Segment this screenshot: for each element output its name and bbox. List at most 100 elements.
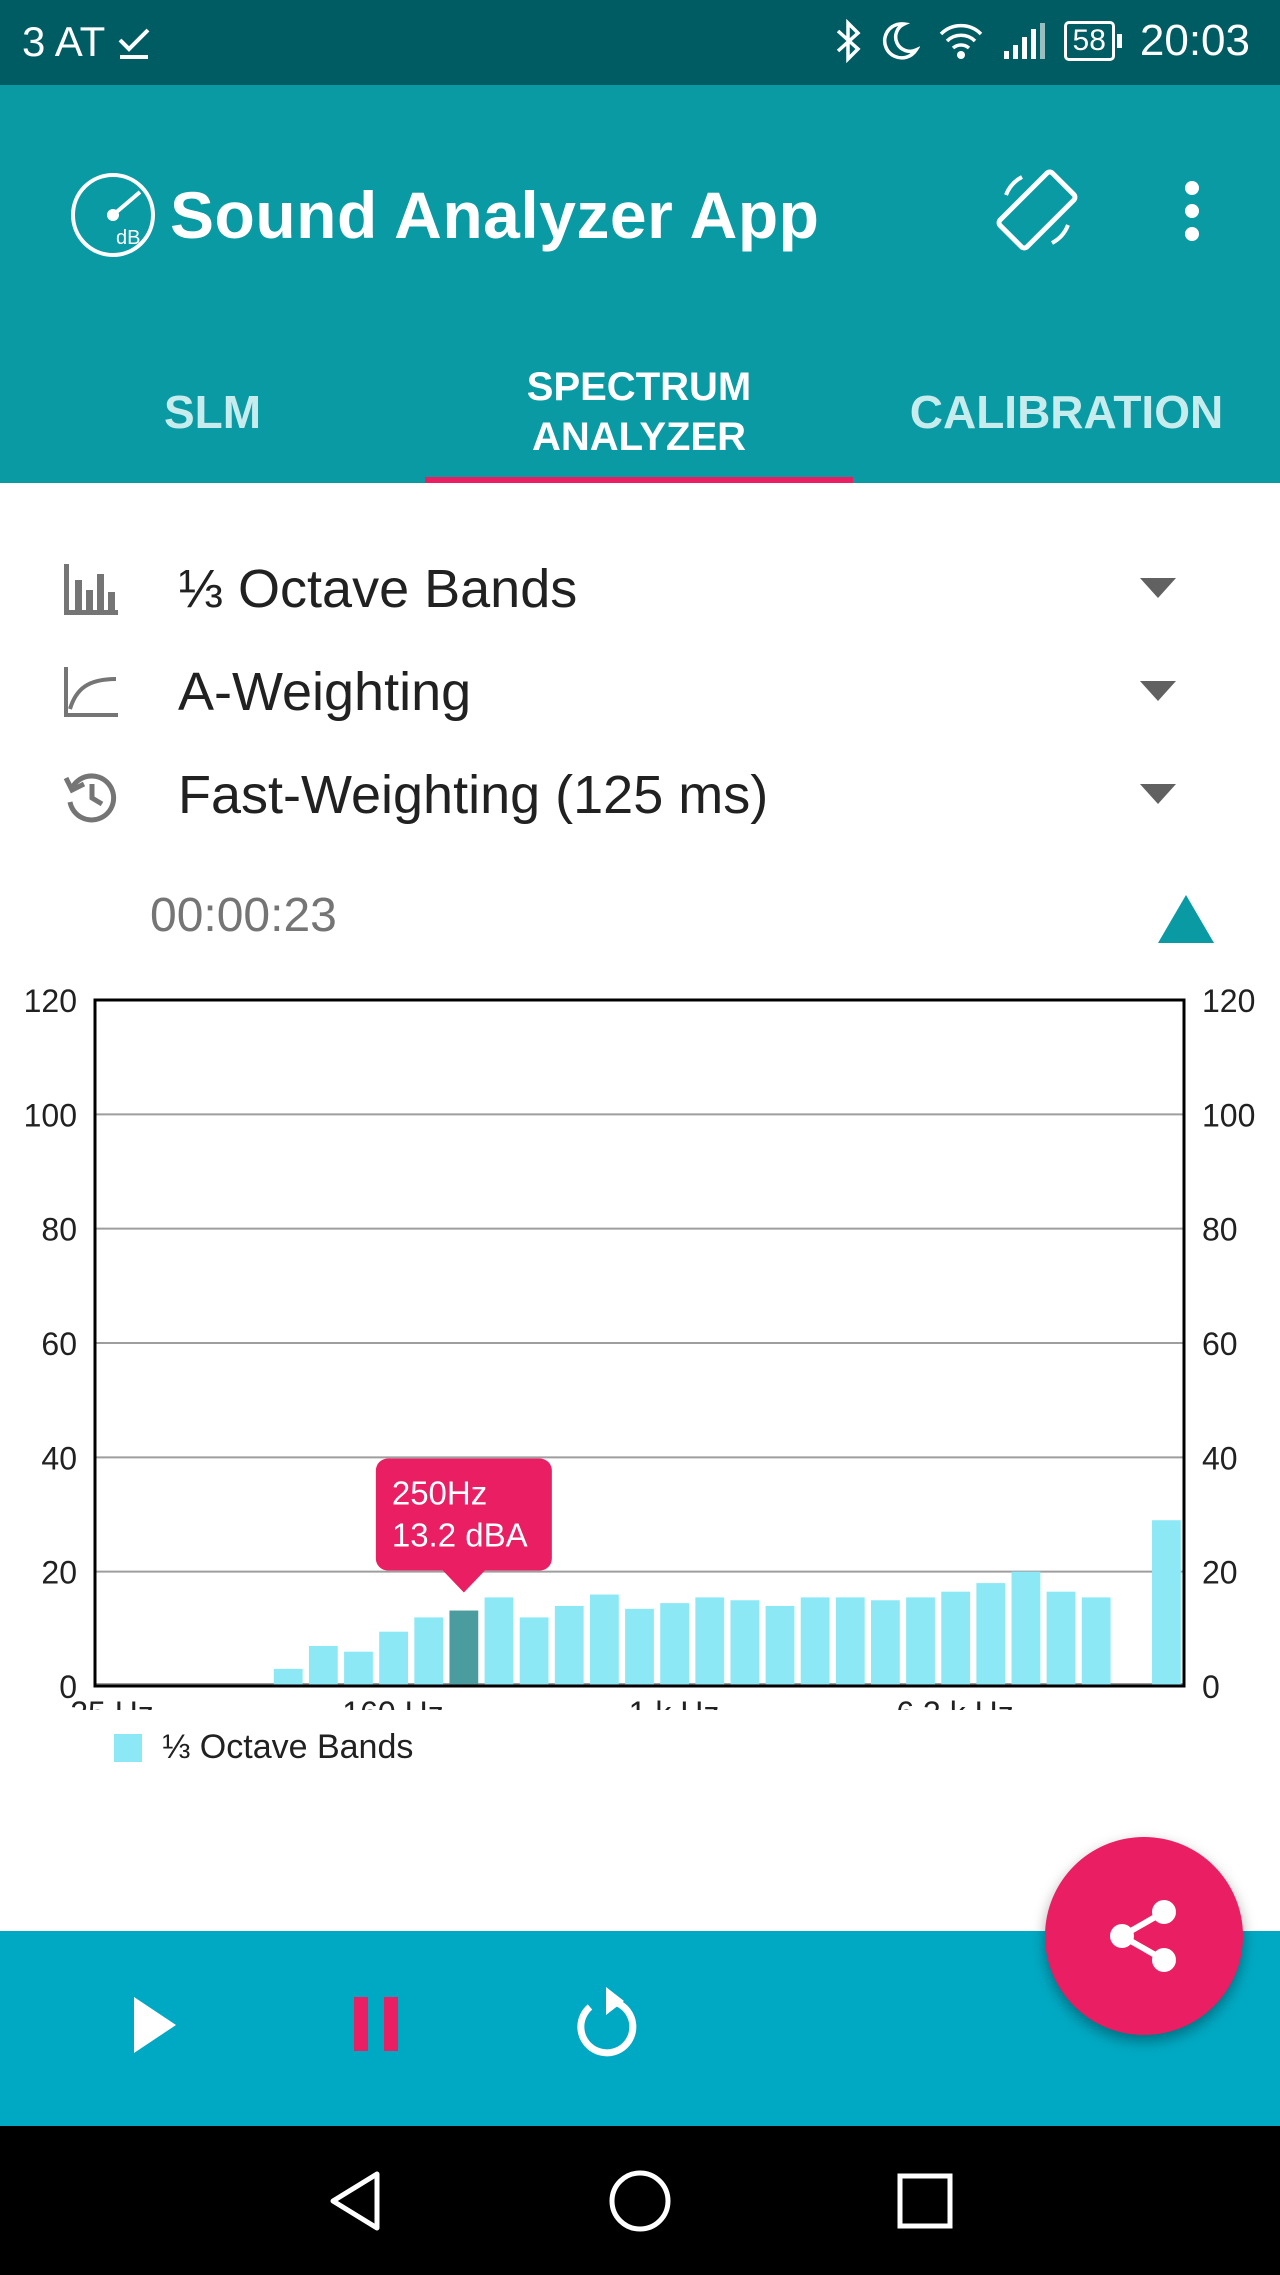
y-tick-label-left: 120: [24, 983, 77, 1019]
y-tick-label-right: 40: [1202, 1440, 1238, 1476]
bar: [906, 1597, 935, 1686]
app-bar: dB Sound Analyzer App SLM SPECTRUM ANALY…: [0, 85, 1280, 483]
bar-chart-icon: [64, 564, 118, 615]
dropdown-arrow-icon: [1140, 681, 1176, 701]
y-axis-right: 0 20 40 60 80 100 120: [1202, 983, 1255, 1705]
tooltip-level: 13.2 dBA: [392, 1517, 528, 1554]
system-nav-bar: [0, 2126, 1280, 2275]
tab-spectrum-analyzer[interactable]: SPECTRUM ANALYZER: [425, 340, 853, 483]
bar: [976, 1583, 1006, 1686]
bands-value: ⅓ Octave Bands: [178, 559, 578, 619]
play-icon[interactable]: [130, 1993, 180, 2057]
bar: [519, 1617, 549, 1686]
battery-level: 58: [1063, 21, 1115, 61]
x-tick-label: 160 Hz: [342, 1695, 443, 1710]
y-tick-label-left: 100: [24, 1097, 77, 1133]
y-tick-label-left: 0: [59, 1669, 77, 1705]
tooltip-frequency: 250Hz: [392, 1475, 487, 1512]
time-weighting-value: Fast-Weighting (125 ms): [178, 765, 769, 825]
tab-spectrum-analyzer-label: SPECTRUM ANALYZER: [526, 364, 752, 459]
app-title: Sound Analyzer App: [170, 178, 820, 252]
carrier-label: 3 AT: [22, 18, 106, 65]
bar: [871, 1600, 900, 1686]
bar: [308, 1645, 338, 1686]
bar: [835, 1597, 865, 1686]
y-tick-label-left: 40: [41, 1440, 77, 1476]
y-tick-label-right: 100: [1202, 1097, 1255, 1133]
more-options-icon[interactable]: [1180, 180, 1204, 242]
reset-icon[interactable]: [570, 1983, 642, 2063]
bar-tooltip: 250Hz 13.2 dBA: [375, 1458, 552, 1593]
active-tab-indicator: [425, 477, 853, 483]
legend-label: ⅓ Octave Bands: [162, 1728, 414, 1766]
bar: [1046, 1591, 1076, 1686]
clock: 20:03: [1139, 16, 1250, 65]
bar: [625, 1608, 654, 1686]
home-icon: [609, 2170, 671, 2231]
bar: [273, 1668, 303, 1686]
chart-legend: ⅓ Octave Bands: [114, 1728, 413, 1767]
x-tick-label: 6.3 k Hz: [896, 1695, 1013, 1710]
y-tick-label-right: 120: [1202, 983, 1255, 1019]
screen-rotation-icon[interactable]: [992, 165, 1082, 255]
chart-frame: [93, 998, 1186, 1688]
nav-home-button[interactable]: [560, 2126, 720, 2275]
bars: [273, 1520, 1181, 1686]
battery-tip: [1116, 34, 1122, 48]
share-button[interactable]: [1045, 1837, 1243, 2035]
bar: [765, 1605, 795, 1686]
playback-controls: [0, 1931, 1280, 2126]
y-tick-label-right: 20: [1202, 1555, 1238, 1591]
share-icon: [1110, 1900, 1176, 1972]
y-axis-left: 0 20 40 60 80 100 120: [24, 983, 77, 1705]
status-bar: 3 AT 58 20:03: [0, 0, 1280, 85]
bar: [941, 1591, 971, 1686]
pause-icon[interactable]: [352, 1993, 402, 2057]
bands-selector[interactable]: ⅓ Octave Bands: [0, 540, 1280, 636]
back-icon: [330, 2171, 380, 2230]
download-done-icon: [118, 28, 150, 59]
bluetooth-icon: [836, 19, 861, 63]
y-tick-label-right: 80: [1202, 1212, 1238, 1248]
spectrum-chart: 0 20 40 60 80 100 120 0 20 40 60 80 100 120 25 Hz 160…: [24, 983, 1256, 1710]
x-tick-label: 25 Hz: [70, 1695, 154, 1710]
bar: [1081, 1597, 1111, 1686]
bar: [484, 1597, 514, 1686]
x-tick-label: 1 k Hz: [629, 1695, 720, 1710]
bar: [730, 1600, 760, 1686]
nav-recents-button[interactable]: [845, 2126, 1005, 2275]
moon-icon: [882, 22, 920, 60]
bar: [1152, 1520, 1181, 1686]
bar: [414, 1617, 444, 1686]
dropdown-arrow-icon: [1140, 578, 1176, 598]
app-logo-text: dB: [116, 227, 140, 249]
y-tick-label-right: 60: [1202, 1326, 1238, 1362]
y-tick-label-left: 20: [41, 1555, 77, 1591]
bar: [589, 1594, 619, 1686]
legend-swatch: [114, 1733, 142, 1762]
status-right: 58 20:03: [836, 16, 1250, 66]
tab-bar: SLM SPECTRUM ANALYZER CALIBRATION: [0, 340, 1280, 483]
curve-icon: [64, 667, 118, 717]
nav-back-button[interactable]: [275, 2126, 435, 2275]
time-weighting-selector[interactable]: Fast-Weighting (125 ms): [0, 746, 1280, 842]
bar: [344, 1651, 373, 1686]
wifi-icon: [939, 23, 982, 59]
y-tick-label-left: 60: [41, 1326, 77, 1362]
bar: [379, 1631, 408, 1686]
x-axis-labels: 25 Hz 160 Hz 1 k Hz 6.3 k Hz: [70, 1695, 1013, 1710]
y-tick-label-left: 80: [41, 1212, 77, 1248]
frequency-weighting-selector[interactable]: A-Weighting: [0, 643, 1280, 739]
battery-indicator: 58: [1063, 21, 1122, 61]
app-logo-icon: dB: [71, 173, 155, 257]
tab-slm[interactable]: SLM: [0, 340, 425, 483]
bar-highlighted: [449, 1610, 479, 1686]
tab-slm-label: SLM: [163, 385, 262, 438]
collapse-arrow-icon[interactable]: [1158, 895, 1214, 943]
tooltip-pointer: [441, 1569, 486, 1593]
tab-calibration[interactable]: CALIBRATION: [853, 340, 1280, 483]
tab-calibration-label: CALIBRATION: [909, 385, 1224, 438]
bar: [660, 1603, 690, 1686]
elapsed-timer: 00:00:23: [150, 889, 337, 942]
frequency-weighting-value: A-Weighting: [178, 662, 472, 722]
